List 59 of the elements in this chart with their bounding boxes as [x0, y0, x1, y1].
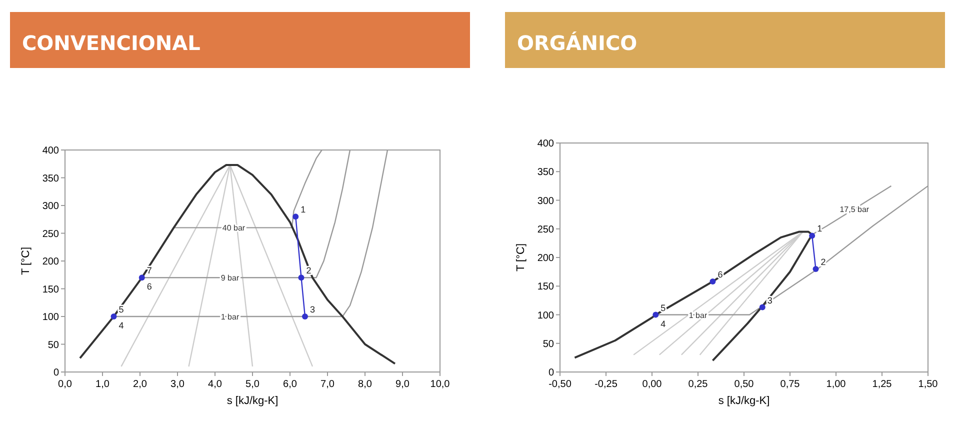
- annotation: 6: [146, 282, 152, 292]
- x-tick-label: 0,50: [734, 379, 754, 390]
- x-tick-label: 0,25: [688, 379, 708, 390]
- x-tick-label: 1,50: [918, 379, 938, 390]
- y-tick-label: 250: [42, 228, 60, 240]
- y-tick-label: 200: [537, 253, 554, 264]
- annotation: 1: [300, 204, 306, 215]
- x-tick-label: 0,0: [58, 379, 72, 390]
- annotation: 17,5 bar: [840, 204, 870, 214]
- annotation: 9 bar: [220, 274, 240, 283]
- x-tick-label: 0,75: [780, 379, 800, 390]
- y-tick-label: 150: [42, 284, 60, 296]
- y-tick-label: 150: [537, 282, 554, 293]
- annotation: 3: [310, 304, 316, 314]
- y-tick-label: 400: [537, 138, 554, 150]
- x-tick-label: 9,0: [396, 379, 410, 390]
- y-tick-label: 100: [42, 312, 60, 323]
- chart-title: ORGÁNICO: [517, 31, 638, 55]
- x-tick-label: 5,0: [246, 379, 260, 390]
- annotation: 7: [146, 266, 152, 276]
- x-tick-label: -0,50: [548, 379, 572, 390]
- y-tick-label: 100: [537, 310, 554, 322]
- annotation: 1 bar: [220, 312, 240, 322]
- annotation: 5: [118, 304, 124, 314]
- x-tick-label: 8,0: [358, 379, 372, 390]
- x-tick-label: 6,0: [283, 379, 298, 390]
- y-tick-label: 0: [53, 368, 60, 378]
- annotation: 3: [767, 295, 772, 306]
- x-tick-label: 3,0: [170, 379, 185, 390]
- y-tick-label: 200: [42, 256, 60, 268]
- annotation: 4: [660, 318, 666, 329]
- x-tick-label: 10,0: [430, 379, 450, 390]
- annotation: 1: [817, 224, 822, 234]
- x-tick-label: 7,0: [320, 379, 335, 390]
- y-tick-label: 300: [537, 196, 554, 207]
- y-tick-label: 50: [48, 340, 60, 351]
- annotation: 4: [118, 320, 124, 330]
- x-axis-title: s [kJ/kg-K]: [718, 395, 770, 407]
- y-tick-label: 400: [42, 146, 60, 156]
- y-tick-label: 300: [42, 201, 60, 212]
- y-tick-label: 250: [537, 224, 554, 236]
- x-tick-label: 1,0: [96, 379, 110, 390]
- x-tick-label: 0,00: [642, 379, 662, 390]
- chart-title: CONVENCIONAL: [22, 31, 201, 55]
- x-axis-title: s [kJ/kg-K]: [226, 395, 278, 407]
- y-axis-title: T [°C]: [515, 243, 527, 272]
- y-tick-label: 50: [542, 338, 554, 350]
- annotation: 40 bar: [222, 224, 246, 233]
- annotation: 1 bar: [688, 310, 708, 320]
- y-tick-label: 350: [537, 167, 554, 178]
- x-tick-label: 1,00: [826, 379, 846, 390]
- x-tick-label: 4,0: [208, 379, 222, 390]
- annotation: 2: [820, 256, 826, 267]
- x-tick-label: 1,25: [872, 379, 892, 390]
- y-axis-title: T [°C]: [20, 246, 32, 276]
- x-tick-label: 2,0: [133, 379, 148, 390]
- y-tick-label: 350: [42, 173, 60, 184]
- x-tick-label: -0,25: [594, 379, 618, 390]
- y-tick-label: 0: [548, 368, 554, 378]
